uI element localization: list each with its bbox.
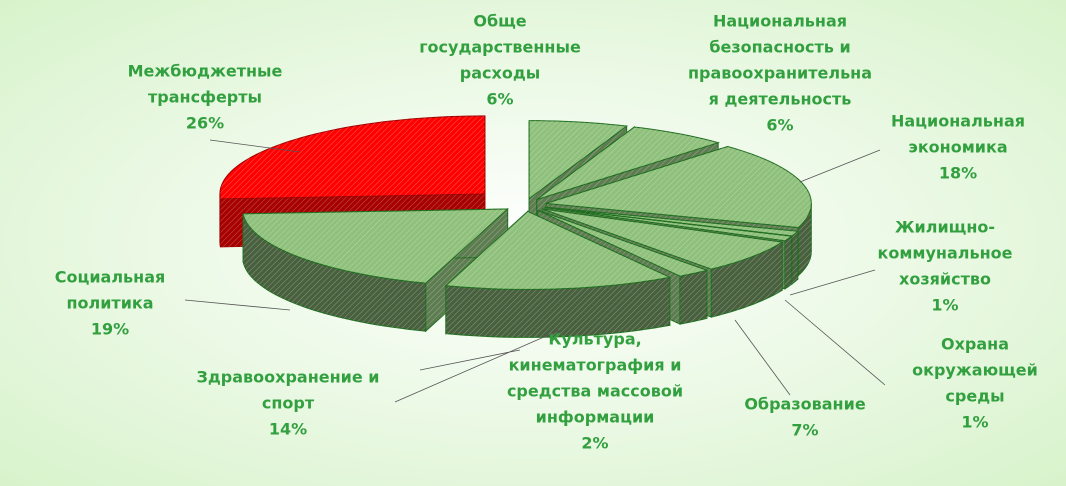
leader-line <box>394 329 561 403</box>
slice-wall-hatch <box>784 236 792 289</box>
leader-line <box>784 299 886 386</box>
slice-label: Социальная <box>55 268 166 287</box>
value-label: 26% <box>186 114 224 133</box>
leader-line <box>209 139 301 153</box>
slice-label: Национальная <box>713 12 847 31</box>
slice-label: Охрана <box>941 335 1009 354</box>
pie <box>219 115 812 338</box>
value-label: 1% <box>931 296 958 315</box>
slice-label: спорт <box>262 394 315 413</box>
slice-label: окружающей <box>912 361 1038 380</box>
value-label: 14% <box>269 420 307 439</box>
slice-label: коммунальное <box>877 244 1012 263</box>
slice-label: государственные <box>419 38 581 57</box>
leader-line <box>184 299 291 311</box>
slice-label: Жилищно- <box>895 218 995 237</box>
value-label: 18% <box>939 164 977 183</box>
slice-label: Культура, <box>548 330 641 349</box>
slice-wall-hatch <box>445 277 670 338</box>
slice-top-hatch <box>546 146 812 228</box>
slice-label: Обще <box>473 12 526 31</box>
value-label: 6% <box>486 90 513 109</box>
slice-wall-hatch <box>679 270 707 325</box>
slice-label: экономика <box>908 138 1007 157</box>
value-label: 7% <box>791 421 818 440</box>
leader-line <box>789 269 876 296</box>
labels: Обще государственные расходы 6% Национальная… <box>55 12 1038 453</box>
slice-wall-hatch <box>798 203 812 276</box>
value-label: 6% <box>766 116 793 135</box>
slice-label: правоохранительна <box>688 64 872 83</box>
leader-line <box>799 149 881 183</box>
slice-label: Образование <box>744 395 866 414</box>
slice-label: политика <box>66 294 153 313</box>
slice-label: средства массовой <box>507 382 683 401</box>
slice-label: Межбюджетные <box>128 62 283 81</box>
slice-wall-hatch <box>792 231 798 284</box>
slice-label: кинематография и <box>509 356 682 375</box>
leader-line <box>734 319 791 396</box>
slice-top-hatch <box>219 115 485 199</box>
slice-label: хозяйство <box>899 270 991 289</box>
value-label: 2% <box>581 434 608 453</box>
slice-label: трансферты <box>148 88 262 107</box>
slice-wall-hatch <box>711 242 783 318</box>
slice-label: расходы <box>460 64 540 83</box>
slice-top-hatch <box>529 120 627 199</box>
slice-label: безопасность и <box>709 38 850 57</box>
leader-line <box>419 349 521 371</box>
slice-wall-hatch <box>219 193 221 247</box>
slice-top-hatch <box>545 207 798 236</box>
slice-top-hatch <box>542 208 783 270</box>
slice-top-hatch <box>445 211 670 290</box>
slice-wall-hatch <box>243 213 426 332</box>
slice-label: информации <box>536 408 655 427</box>
slice-top-hatch <box>537 210 707 277</box>
slice-top-hatch <box>545 207 792 241</box>
slice-label: я деятельность <box>709 90 852 109</box>
slice-top-hatch <box>536 127 719 200</box>
slice-label: среды <box>945 387 1004 406</box>
slice-label: Национальная <box>891 112 1025 131</box>
slice-top-hatch <box>243 208 508 284</box>
value-label: 19% <box>91 320 129 339</box>
value-label: 1% <box>961 413 988 432</box>
slice-label: Здравоохранение и <box>196 368 379 387</box>
